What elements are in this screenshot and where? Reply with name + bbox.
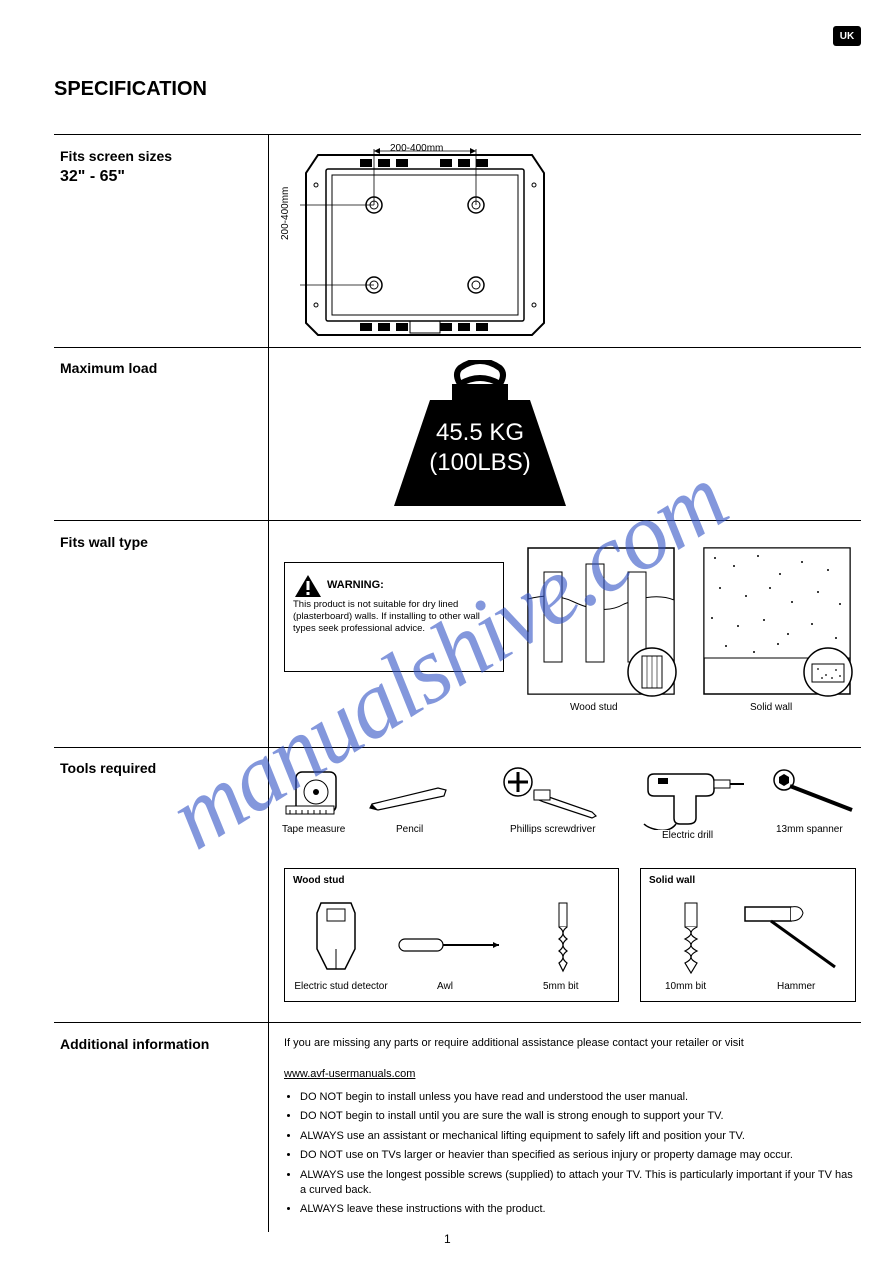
spanner-icon <box>770 766 860 816</box>
addl-bullet: ALWAYS use an assistant or mechanical li… <box>300 1129 854 1144</box>
solid-tools-box: Solid wall 10mm bit Hammer <box>640 868 856 1002</box>
row-label-load: Maximum load <box>60 360 250 376</box>
addl-bullet: DO NOT begin to install until you are su… <box>300 1109 854 1124</box>
solid-wall-diagram <box>700 544 855 699</box>
bit10-label: 10mm bit <box>665 981 706 992</box>
spanner-label: 13mm spanner <box>776 824 843 835</box>
compat-value: 32" - 65" <box>60 168 125 186</box>
addl-intro: If you are missing any parts or require … <box>284 1036 854 1051</box>
warning-title: WARNING: <box>293 573 495 591</box>
language-badge: UK <box>833 26 861 46</box>
screwdriver-icon <box>500 766 600 822</box>
divider <box>54 747 861 748</box>
hammer-label: Hammer <box>777 981 815 992</box>
addl-bullet: DO NOT use on TVs larger or heavier than… <box>300 1148 854 1163</box>
warning-body: This product is not suitable for dry lin… <box>293 599 495 635</box>
addl-bullet: ALWAYS leave these instructions with the… <box>300 1202 854 1217</box>
dim-width: 200-400mm <box>390 143 443 154</box>
bit5-label: 5mm bit <box>543 981 579 992</box>
wood-stud-diagram <box>524 544 679 699</box>
addl-bullets: DO NOT begin to install unless you have … <box>300 1090 854 1222</box>
bit10-icon <box>661 897 721 977</box>
warning-icon <box>293 573 323 599</box>
row-label-addl: Additional information <box>60 1036 250 1052</box>
solid-box-label: Solid wall <box>649 875 695 886</box>
column-divider <box>268 134 269 1232</box>
drill-label: Electric drill <box>662 830 713 841</box>
awl-label: Awl <box>437 981 453 992</box>
tape-label: Tape measure <box>282 824 345 835</box>
wood-stud-label: Wood stud <box>570 702 618 713</box>
addl-link[interactable]: www.avf-usermanuals.com <box>284 1068 415 1080</box>
wood-tools-box: Wood stud Electric stud detector Awl 5mm… <box>284 868 619 1002</box>
screwdriver-label: Phillips screwdriver <box>510 824 596 835</box>
dim-height: 200-400mm <box>280 187 291 240</box>
page: UK SPECIFICATION Fits screen sizes 32" -… <box>0 0 893 1263</box>
tape-measure-icon <box>284 766 344 821</box>
hammer-icon <box>737 897 847 977</box>
stud-finder-label: Electric stud detector <box>291 981 391 992</box>
weight-icon: 45.5 KG (100LBS) <box>390 360 570 510</box>
solid-wall-label: Solid wall <box>750 702 792 713</box>
divider <box>54 520 861 521</box>
page-title: SPECIFICATION <box>54 78 207 101</box>
bit5-icon <box>533 897 593 977</box>
row-label-wall: Fits wall type <box>60 534 250 550</box>
divider <box>54 347 861 348</box>
vesa-diagram <box>300 145 550 340</box>
addl-bullet: ALWAYS use the longest possible screws (… <box>300 1168 854 1199</box>
divider <box>54 1022 861 1023</box>
warning-box: WARNING: This product is not suitable fo… <box>284 562 504 672</box>
row-label-tools: Tools required <box>60 760 250 776</box>
row-label-compat: Fits screen sizes <box>60 148 250 164</box>
stud-finder-icon <box>301 899 371 979</box>
awl-icon <box>395 925 505 965</box>
addl-bullet: DO NOT begin to install unless you have … <box>300 1090 854 1105</box>
pencil-icon <box>366 782 456 812</box>
wood-box-label: Wood stud <box>293 875 344 886</box>
divider <box>54 134 861 135</box>
pencil-label: Pencil <box>396 824 423 835</box>
drill-icon <box>640 760 750 830</box>
addl-intro-text: If you are missing any parts or require … <box>284 1037 744 1049</box>
svg-text:(100LBS): (100LBS) <box>429 449 530 476</box>
svg-text:45.5 KG: 45.5 KG <box>436 419 524 446</box>
page-number: 1 <box>444 1232 451 1246</box>
